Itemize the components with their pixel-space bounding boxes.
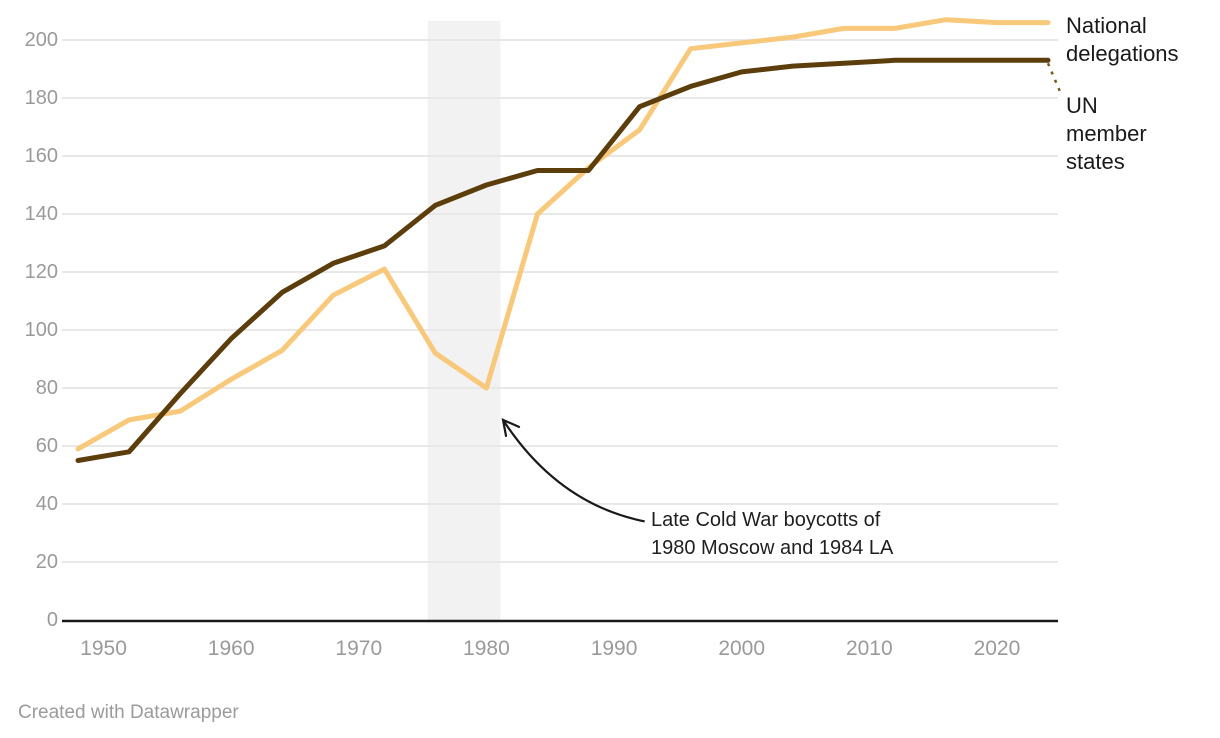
y-tick-label-200: 200 [24, 29, 58, 51]
annotation-arrowhead [501, 418, 521, 437]
y-tick-label-20: 20 [35, 551, 58, 573]
national-delegations-line [75, 17, 1051, 452]
x-tick-label-1980: 1980 [463, 637, 510, 660]
legend-connector-dotted [1046, 62, 1064, 97]
y-tick-label-60: 60 [35, 435, 58, 457]
legend-national-delegations: National delegations [1066, 13, 1179, 66]
y-tick-label-80: 80 [35, 377, 58, 399]
annotation-boycotts: Late Cold War boycotts of 1980 Moscow an… [651, 506, 931, 562]
x-tick-label-1960: 1960 [207, 637, 255, 660]
legend-un-member-states: UN member states [1066, 93, 1147, 174]
x-tick-label-1990: 1990 [590, 637, 638, 660]
annotation-line-1: Late Cold War boycotts of [651, 509, 881, 531]
annotation-line-2: 1980 Moscow and 1984 LA [651, 537, 894, 559]
y-tick-label-140: 140 [24, 203, 58, 225]
y-tick-label-40: 40 [35, 493, 58, 515]
y-tick-label-180: 180 [24, 87, 58, 109]
x-tick-label-1970: 1970 [335, 637, 383, 660]
y-tick-label-100: 100 [24, 319, 58, 341]
y-tick-label-120: 120 [24, 261, 58, 283]
datawrapper-credit: Created with Datawrapper [18, 702, 239, 723]
un-member-states-line [75, 57, 1051, 463]
boycott-band [427, 21, 501, 620]
x-tick-label-1950: 1950 [80, 637, 127, 660]
y-tick-label-160: 160 [24, 145, 58, 167]
x-tick-label-2020: 2020 [973, 637, 1021, 660]
annotation-arrow [502, 419, 645, 523]
x-tick-label-2000: 2000 [718, 637, 766, 660]
y-tick-label-0: 0 [46, 609, 58, 631]
x-tick-label-2010: 2010 [845, 637, 893, 660]
